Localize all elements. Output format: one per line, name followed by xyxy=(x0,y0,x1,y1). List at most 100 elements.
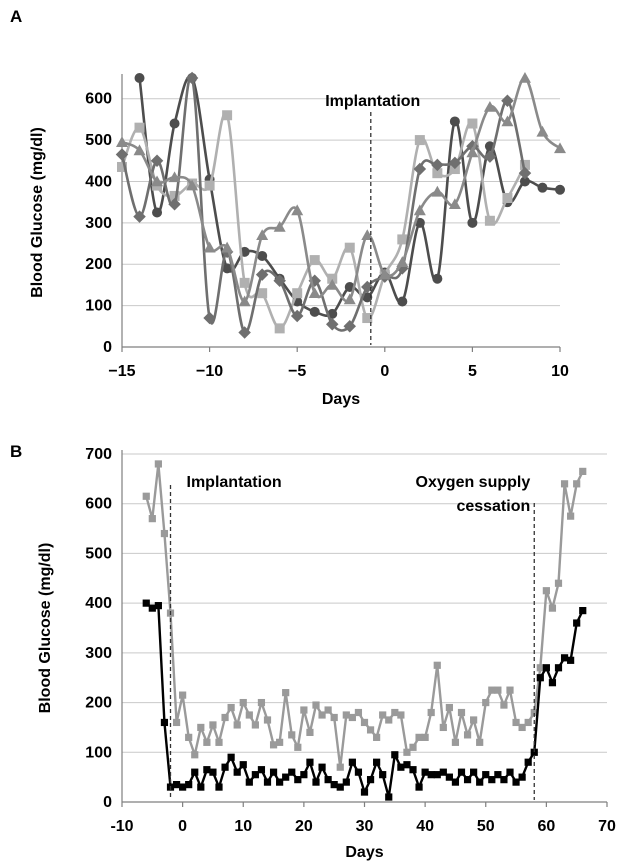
data-point xyxy=(327,273,338,284)
y-tick-label: 100 xyxy=(85,744,112,761)
data-point xyxy=(273,274,286,288)
data-point xyxy=(567,512,575,520)
data-point xyxy=(360,788,369,796)
data-point xyxy=(476,778,484,786)
data-point xyxy=(343,293,356,305)
data-point xyxy=(554,142,566,154)
data-point xyxy=(484,215,495,226)
data-point xyxy=(239,277,250,288)
data-point xyxy=(134,122,145,133)
data-point xyxy=(306,728,314,736)
y-tick-label: 500 xyxy=(85,132,112,149)
data-point xyxy=(227,753,235,761)
data-point xyxy=(133,144,146,156)
data-point xyxy=(342,778,350,786)
data-point xyxy=(294,776,302,784)
data-point xyxy=(567,656,575,664)
data-point xyxy=(483,100,496,112)
data-point xyxy=(415,733,423,741)
y-tick-label: 300 xyxy=(85,215,112,232)
data-point xyxy=(154,460,162,468)
data-point xyxy=(536,125,549,137)
data-point xyxy=(409,743,417,751)
data-point xyxy=(197,723,205,732)
data-point xyxy=(142,599,150,607)
data-point xyxy=(203,241,216,253)
data-point xyxy=(403,748,411,756)
data-point xyxy=(160,718,169,727)
data-point xyxy=(179,691,187,699)
data-point xyxy=(512,778,520,786)
y-tick-label: 400 xyxy=(85,595,112,612)
data-point xyxy=(445,773,453,781)
data-point xyxy=(397,234,408,245)
data-point xyxy=(117,161,127,172)
x-axis-label: Days xyxy=(322,391,360,408)
data-point xyxy=(397,711,405,719)
data-point xyxy=(168,171,181,183)
data-point xyxy=(362,292,373,303)
data-point xyxy=(300,706,308,714)
data-point xyxy=(148,604,156,612)
y-tick-label: 0 xyxy=(103,339,112,356)
data-point xyxy=(160,529,169,538)
x-tick-label: 30 xyxy=(356,818,374,835)
data-point xyxy=(397,296,408,307)
data-point xyxy=(427,708,435,717)
data-point xyxy=(221,763,229,771)
data-point xyxy=(431,185,444,197)
data-point xyxy=(506,768,514,776)
data-point xyxy=(324,776,332,784)
data-point xyxy=(292,288,303,299)
data-point xyxy=(445,703,453,712)
data-point xyxy=(519,159,530,170)
y-tick-label: 500 xyxy=(85,545,112,562)
data-point xyxy=(233,768,241,776)
data-point xyxy=(185,733,193,741)
data-point xyxy=(282,773,290,781)
data-point xyxy=(482,771,490,779)
data-point xyxy=(330,713,338,722)
data-point xyxy=(288,768,296,776)
data-point xyxy=(467,118,478,129)
data-point xyxy=(579,467,587,475)
y-tick-label: 300 xyxy=(85,645,112,662)
data-point xyxy=(203,738,211,746)
data-point xyxy=(115,148,129,161)
data-point xyxy=(344,242,355,253)
y-tick-label: 0 xyxy=(103,794,112,811)
data-point xyxy=(427,771,435,779)
data-point xyxy=(154,602,162,610)
data-point xyxy=(548,604,557,612)
data-point xyxy=(172,781,181,789)
data-point xyxy=(354,708,363,717)
data-point xyxy=(215,738,223,746)
data-point xyxy=(269,741,278,749)
data-point xyxy=(152,207,163,218)
data-point xyxy=(385,793,393,801)
x-tick-label: −10 xyxy=(196,363,223,380)
data-point xyxy=(391,708,399,717)
annotation-label: cessation xyxy=(456,498,530,515)
data-point xyxy=(191,768,199,776)
data-point xyxy=(257,250,268,261)
data-point xyxy=(421,768,429,776)
data-point xyxy=(185,781,193,789)
data-point xyxy=(233,721,241,729)
data-point xyxy=(379,771,387,779)
data-point xyxy=(239,761,247,769)
data-point xyxy=(502,193,513,204)
data-point xyxy=(463,731,472,739)
data-point xyxy=(548,679,557,687)
data-point xyxy=(554,664,563,672)
data-point xyxy=(560,654,569,662)
data-point xyxy=(222,110,233,121)
data-point xyxy=(312,701,320,709)
data-point xyxy=(245,778,253,786)
data-point xyxy=(342,711,350,719)
data-point xyxy=(168,197,181,211)
data-point xyxy=(524,758,532,766)
data-point xyxy=(221,713,229,722)
data-point xyxy=(524,718,532,727)
data-point xyxy=(318,711,326,719)
